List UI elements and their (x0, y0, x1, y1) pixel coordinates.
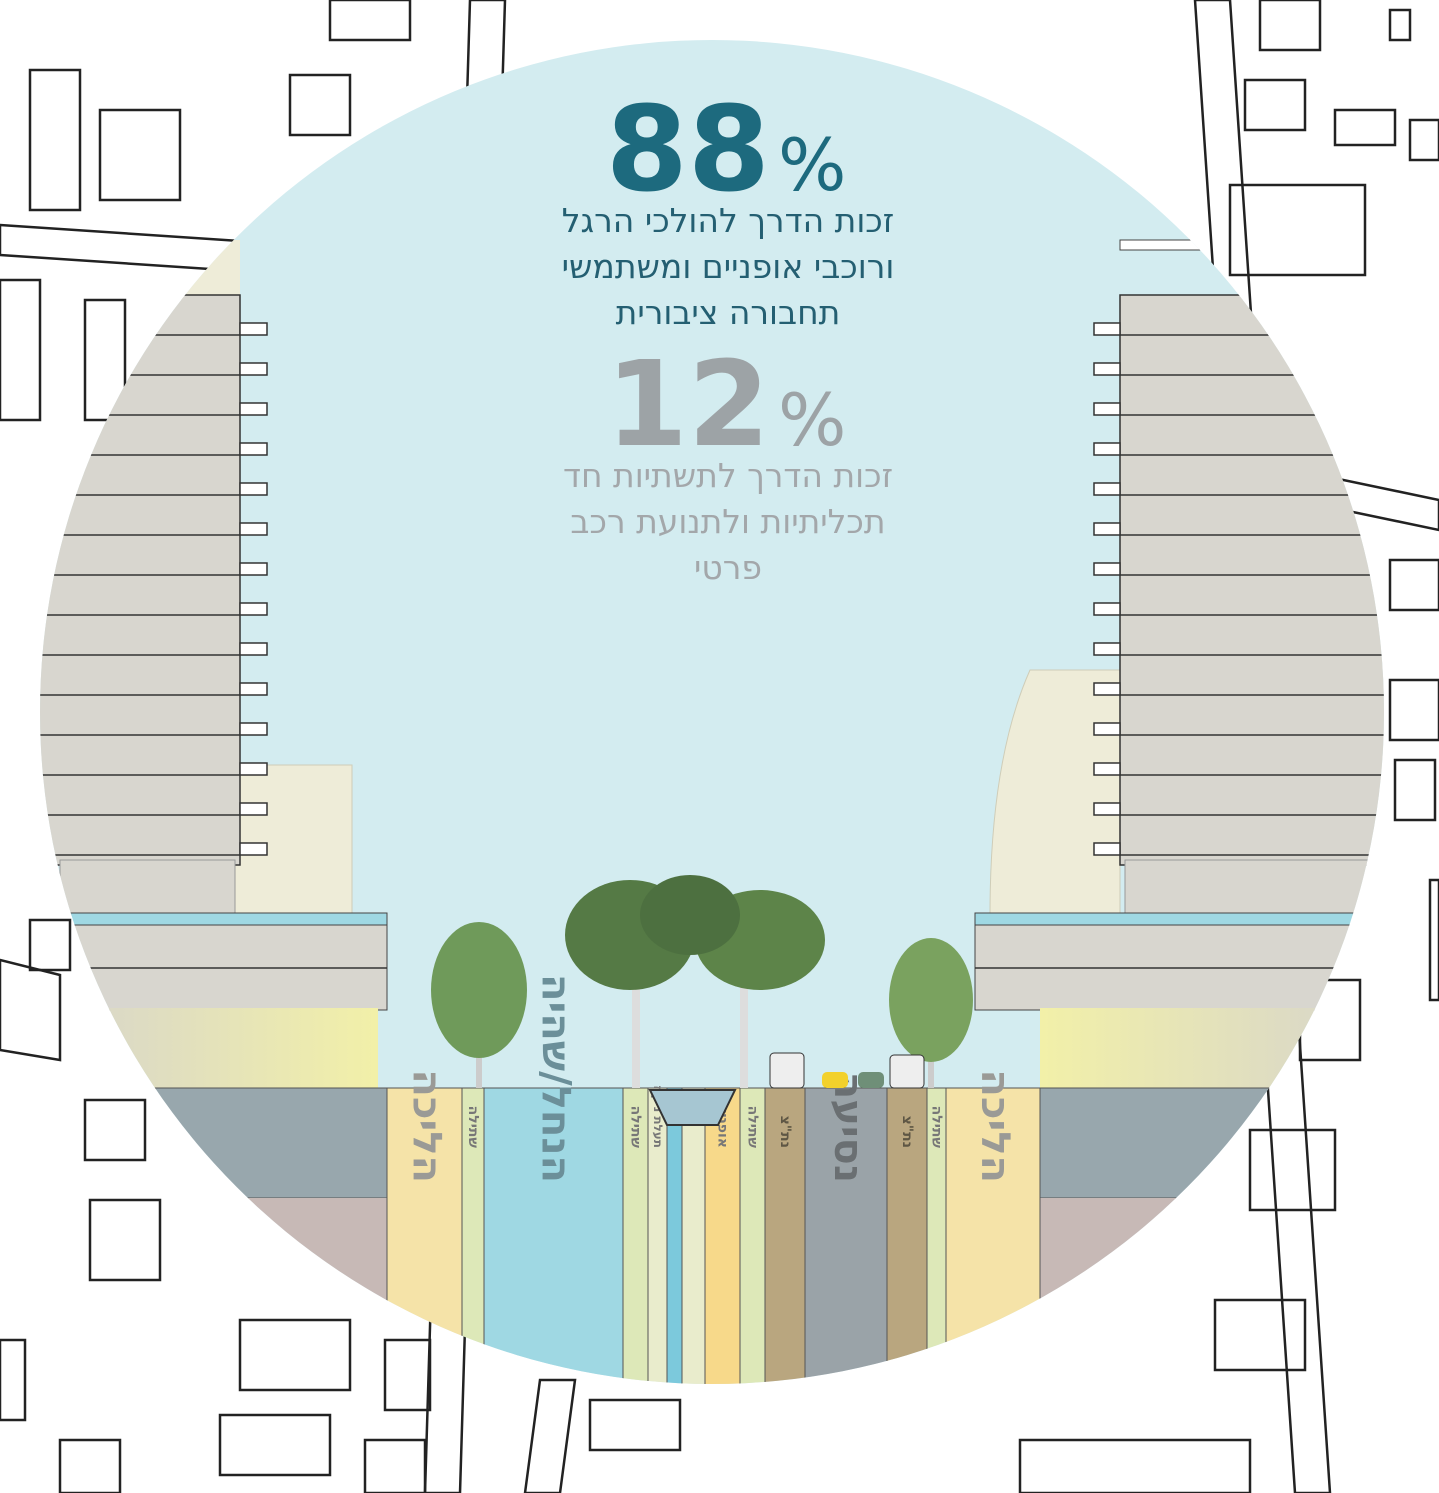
page: הליכהשתילההנחל/שהיהשתילהתעלת ניקוזאופניי… (0, 0, 1439, 1493)
strip-label: נת"צ (777, 1116, 793, 1148)
balcony (240, 523, 267, 535)
strip-label: הנחל/שהיה (533, 974, 579, 1183)
balcony (1094, 723, 1120, 735)
strip-label: שתילה (628, 1106, 644, 1149)
balcony (1094, 363, 1120, 375)
balcony (1094, 403, 1120, 415)
headline-line: פרטי (694, 548, 762, 587)
headline-line: תכליתיות ולתנועת רכב (570, 502, 885, 541)
balcony (240, 443, 267, 455)
balcony (240, 683, 267, 695)
headline-unit: % (778, 123, 846, 207)
headline-number: 88 (606, 80, 770, 218)
balcony (1094, 443, 1120, 455)
balcony (1094, 563, 1120, 575)
balcony (1094, 683, 1120, 695)
balcony (1094, 523, 1120, 535)
headline-number: 12 (606, 335, 770, 473)
strip (667, 1088, 682, 1408)
balcony (240, 323, 267, 335)
balcony (1094, 843, 1120, 855)
balcony (240, 403, 267, 415)
balcony (1094, 603, 1120, 615)
headline-line: זכות הדרך לתשתיות חד (563, 456, 893, 495)
strip-label: נת"צ (899, 1116, 915, 1148)
balcony (1094, 643, 1120, 655)
balcony (240, 363, 267, 375)
headline-unit: % (778, 378, 846, 462)
headline-line: ורוכבי אופניים ומשתמשי (562, 247, 895, 286)
balcony (240, 723, 267, 735)
balcony (240, 563, 267, 575)
balcony (1094, 483, 1120, 495)
balcony (240, 803, 267, 815)
strip-label: שתילה (929, 1106, 945, 1149)
balcony (240, 843, 267, 855)
tower-left (30, 295, 240, 865)
strip-label: הליכה (404, 1069, 450, 1183)
strip (682, 1088, 705, 1408)
balcony (240, 763, 267, 775)
strip-label: שתילה (745, 1106, 761, 1149)
balcony (240, 603, 267, 615)
tower-right (1120, 295, 1395, 865)
balcony (240, 643, 267, 655)
strip-label: שתילה (465, 1106, 481, 1149)
balcony (1094, 803, 1120, 815)
strip-label: הליכה (972, 1069, 1018, 1183)
headline-line: תחבורה ציבורית (616, 293, 841, 332)
headline-line: זכות הדרך להולכי הרגל (562, 201, 894, 240)
balcony (240, 483, 267, 495)
infographic: הליכהשתילההנחל/שהיהשתילהתעלת ניקוזאופניי… (0, 0, 1439, 1493)
balcony (1094, 763, 1120, 775)
balcony (1094, 323, 1120, 335)
strip-label: נסיעה (825, 1072, 871, 1183)
